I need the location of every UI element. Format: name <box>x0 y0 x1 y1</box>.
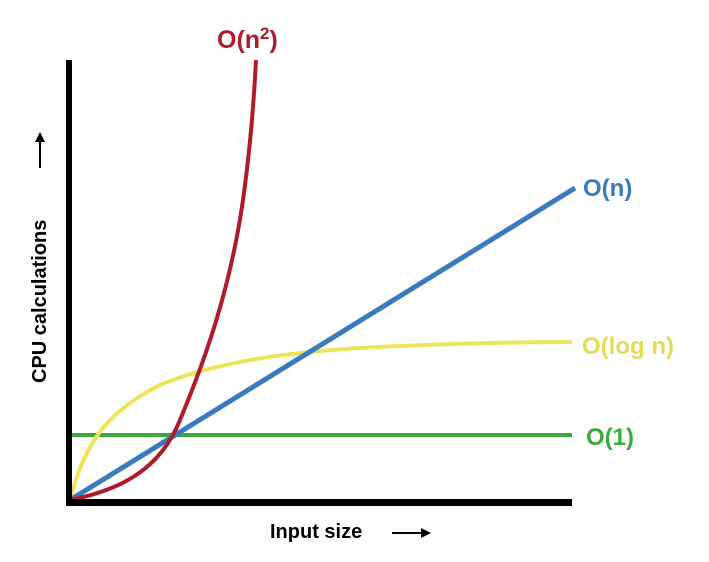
x-axis <box>66 499 572 506</box>
series-on2-line <box>69 59 258 502</box>
y-axis <box>66 60 72 506</box>
x-axis-label: Input size <box>270 521 362 543</box>
series-olog-n-line <box>68 340 573 501</box>
series-olog-n-label: O(log n) <box>582 333 674 360</box>
y-axis-label: CPU calculations <box>29 220 51 383</box>
series-o1-label: O(1) <box>586 424 634 451</box>
series-on-line <box>68 185 577 503</box>
series-on-label: O(n) <box>583 175 632 202</box>
series-on2-label: O(n2) <box>217 24 278 54</box>
x-axis-arrow-icon <box>392 528 431 538</box>
y-axis-arrow-icon <box>35 132 45 168</box>
